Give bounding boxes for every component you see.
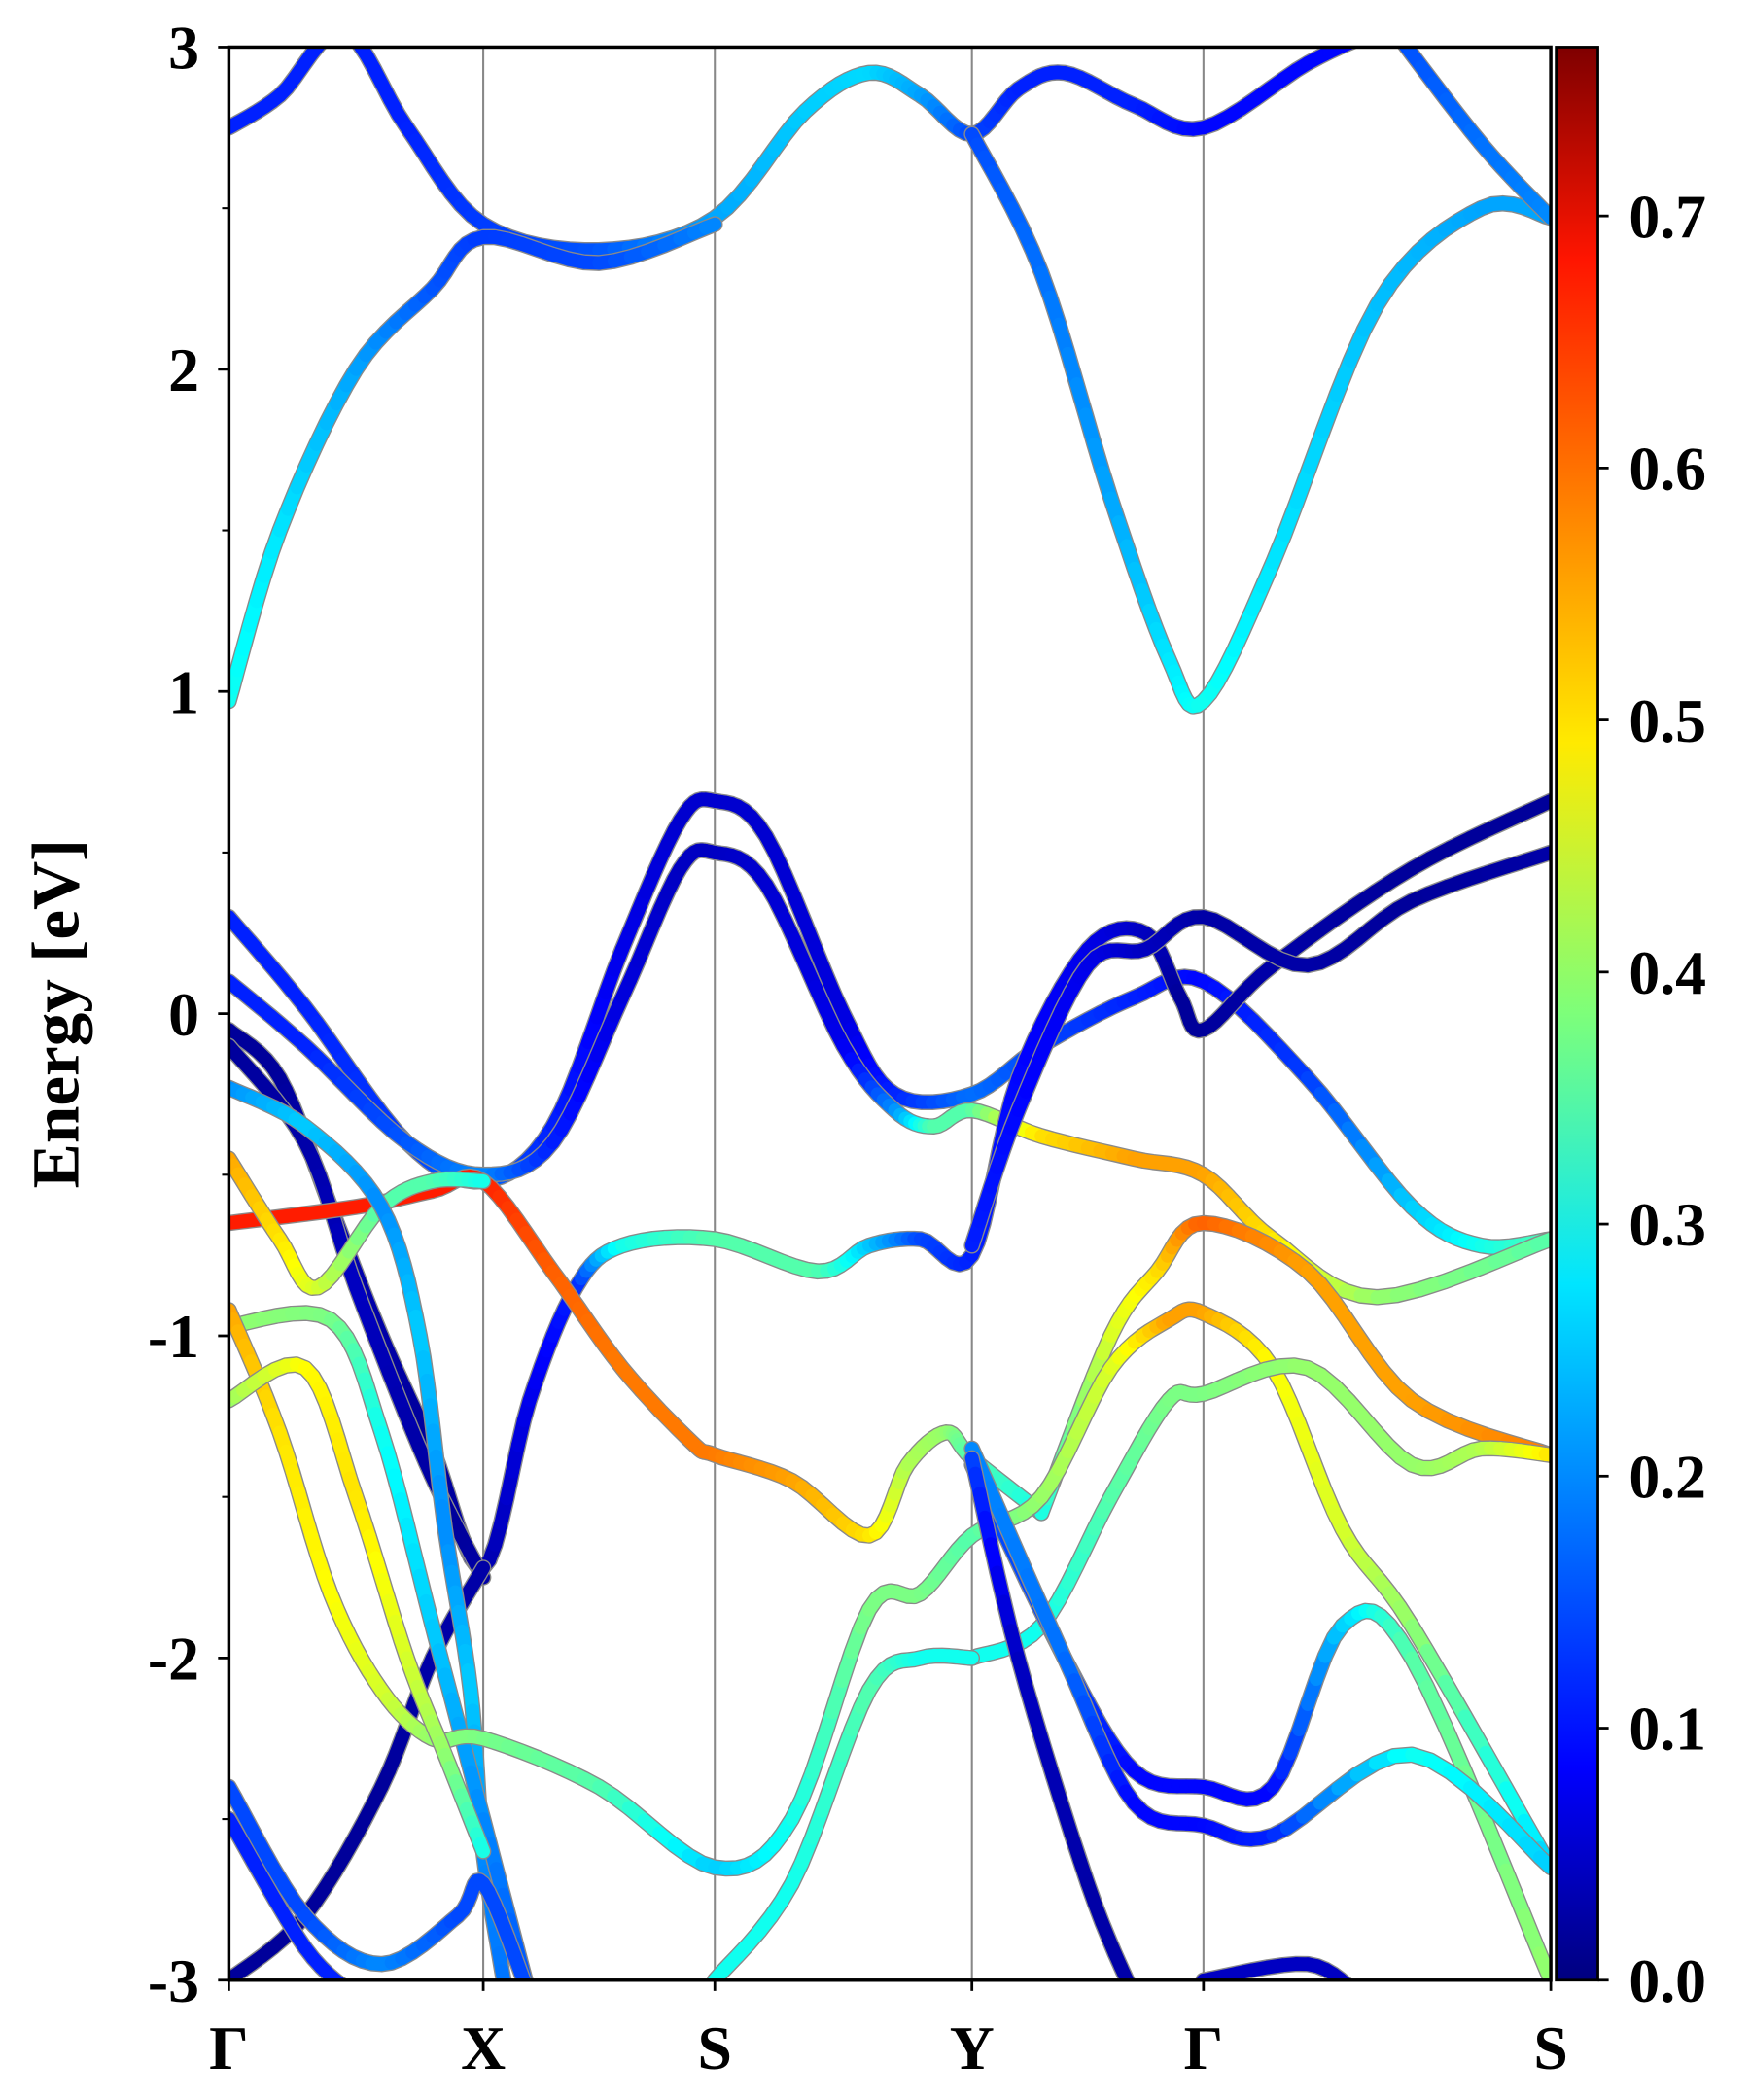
colorbar-tick-label: 0.7: [1628, 182, 1706, 251]
band-segment: [1365, 33, 1372, 36]
band-vb7: [228, 1168, 1050, 1544]
band-segment: [1457, 1709, 1493, 1760]
band-segment: [523, 1979, 528, 1980]
x-tick-label: S: [1533, 2013, 1567, 2082]
colorbar-tick-label: 0.2: [1628, 1442, 1706, 1511]
band-segment: [495, 1964, 511, 1980]
band-segment: [472, 1560, 490, 1582]
colorbar-tick-label: 0.6: [1628, 435, 1706, 504]
band-segment: [1357, 36, 1365, 39]
y-tick-label: 3: [168, 14, 199, 83]
band-vb5: [963, 844, 1552, 1254]
band-vb2: [228, 842, 1552, 1306]
band-vb3: [228, 792, 1552, 1576]
band-segment: [1479, 1745, 1513, 1796]
band-segment: [1394, 31, 1401, 40]
colorbar-tick-label: 0.3: [1628, 1190, 1706, 1259]
y-tick-label: 2: [168, 335, 199, 404]
band-outline: [963, 1357, 1552, 1666]
y-axis-ticks: -3 -2 -1 0 1 2 3: [148, 14, 229, 2015]
band-segment: [699, 217, 722, 235]
band-segment: [1498, 1863, 1531, 1923]
band-vb11: [228, 1305, 535, 1980]
band-segment: [1532, 845, 1552, 863]
band-segment: [519, 1976, 533, 1980]
y-tick-label: -1: [148, 1302, 199, 1371]
band-vb18: [963, 1450, 1137, 1996]
band-segment: [1532, 1946, 1552, 1980]
band-segment: [1533, 793, 1552, 813]
band-segment: [1343, 47, 1357, 51]
band-segment: [347, 1989, 352, 1993]
kpoint-gridlines: [482, 47, 1205, 1980]
band-segment: [1351, 1989, 1356, 1993]
band-segment: [1372, 31, 1377, 33]
band-segment: [352, 47, 366, 52]
x-tick-label: X: [461, 2013, 506, 2082]
band-segment: [1419, 1679, 1452, 1732]
band-segment: [1517, 1908, 1547, 1961]
band-outline: [228, 1356, 492, 1860]
bands: [228, 31, 1552, 1996]
band-outline: [963, 844, 1552, 1254]
colorbar-ticks: 0.0 0.1 0.2 0.3 0.4 0.5 0.6 0.7: [1597, 182, 1706, 2015]
band-cb1: [228, 31, 1377, 259]
x-tick-label: Γ: [1184, 2013, 1224, 2082]
band-vb13: [228, 1356, 492, 1860]
band-outline: [228, 47, 1360, 259]
band-segment: [352, 1993, 356, 1996]
colorbar: [1555, 46, 1599, 1982]
band-segment: [1479, 1814, 1513, 1877]
colorbar-tick-label: 0.0: [1628, 1946, 1706, 2015]
band-segment: [1131, 1988, 1135, 1996]
x-tick-label: Y: [950, 2013, 995, 2082]
colorbar-tick-label: 0.5: [1628, 686, 1706, 755]
band-segment: [500, 1978, 509, 1980]
band-vb14: [963, 1357, 1552, 1666]
band-vb9: [228, 1150, 492, 1296]
y-tick-label: -3: [148, 1946, 199, 2015]
band-segment: [1533, 1850, 1552, 1874]
band-segment: [1341, 1978, 1352, 1980]
band-cb2: [228, 216, 723, 710]
band-vb19: [228, 1778, 533, 1980]
band-vb15: [706, 1647, 980, 1980]
x-tick-label: Γ: [209, 2013, 249, 2082]
band-segment: [312, 47, 327, 52]
band-segment: [1529, 1232, 1552, 1251]
band-segment: [1356, 1993, 1360, 1996]
colorbar-tick-label: 0.1: [1628, 1695, 1706, 1764]
band-segment: [1438, 1719, 1472, 1779]
band-cb3: [963, 125, 1552, 715]
band-segment: [327, 31, 334, 36]
colorbar-tick-label: 0.4: [1628, 938, 1706, 1007]
band-cb4: [1394, 31, 1552, 227]
y-axis-label: Energy [eV]: [18, 839, 92, 1188]
band-segment: [335, 31, 343, 32]
y-tick-label: 1: [168, 657, 199, 726]
y-tick-label: -2: [148, 1625, 199, 1694]
band-outline: [228, 842, 1552, 1306]
x-tick-label: S: [698, 2013, 732, 2082]
band-segment: [343, 31, 351, 35]
y-tick-label: 0: [168, 980, 199, 1049]
band-segment: [337, 1978, 347, 1980]
band-segment: [473, 1837, 490, 1859]
